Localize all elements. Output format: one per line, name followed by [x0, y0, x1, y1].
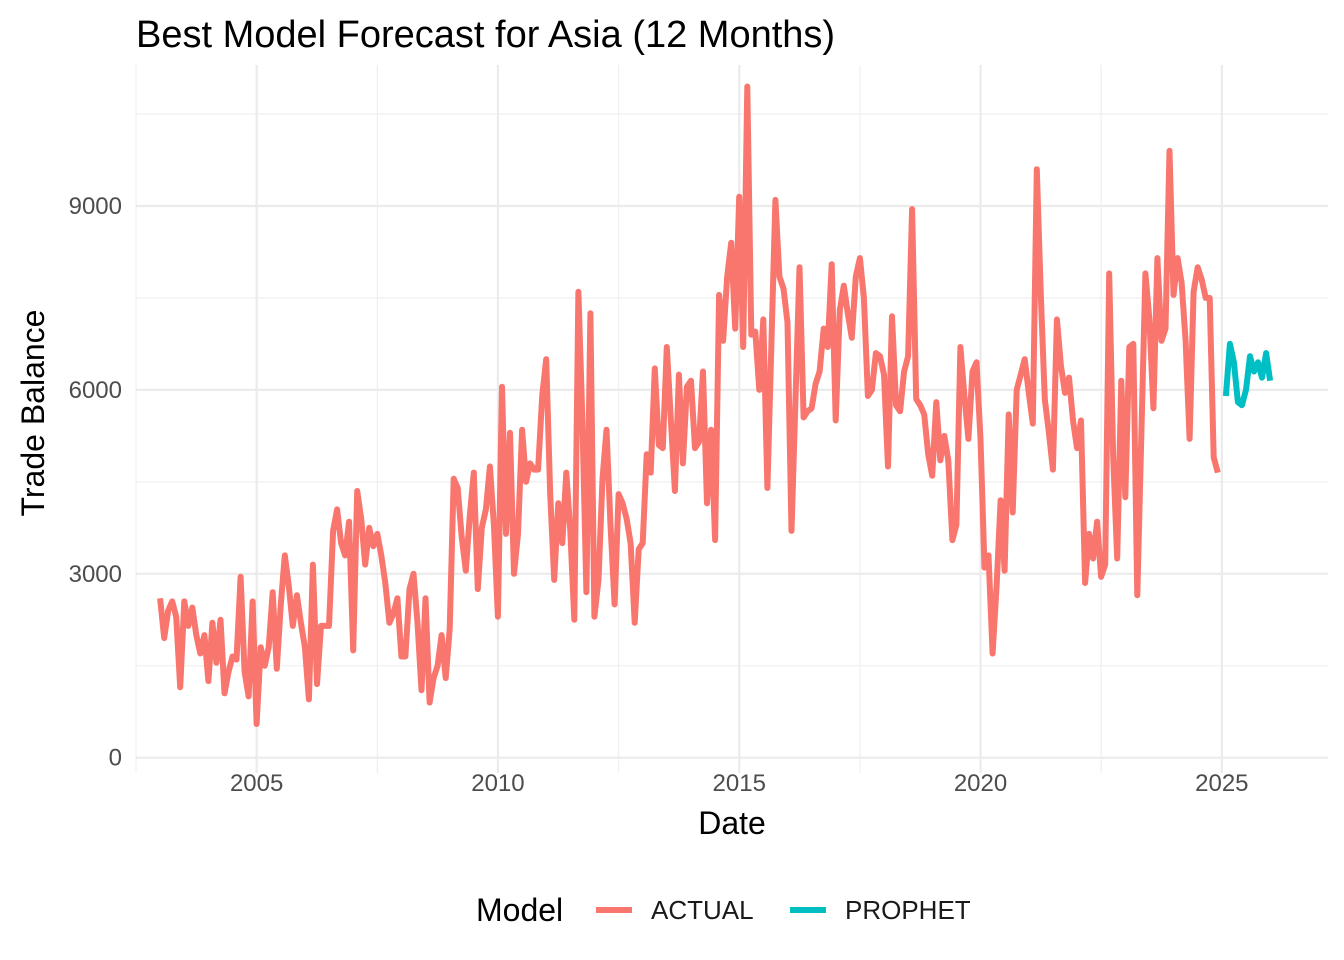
x-tick-label: 2015 — [713, 770, 766, 797]
y-tick-label: 0 — [109, 745, 122, 772]
y-tick-label: 6000 — [69, 377, 122, 404]
x-tick-label: 2020 — [954, 770, 1007, 797]
series-line-prophet — [1222, 340, 1274, 409]
series-line-actual — [157, 83, 1221, 727]
x-axis-ticks: 2005 2010 2015 2020 2025 — [230, 770, 1249, 797]
legend-title: Model — [476, 892, 563, 928]
y-tick-label: 9000 — [69, 193, 122, 220]
legend: Model ACTUAL PROPHET — [476, 892, 971, 928]
y-axis-ticks: 0 3000 6000 9000 — [69, 193, 122, 772]
y-axis-title: Trade Balance — [15, 310, 51, 517]
x-axis-title: Date — [698, 805, 766, 841]
chart-title: Best Model Forecast for Asia (12 Months) — [136, 14, 835, 56]
x-tick-label: 2005 — [230, 770, 283, 797]
y-tick-label: 3000 — [69, 561, 122, 588]
x-tick-label: 2010 — [471, 770, 524, 797]
legend-label-actual: ACTUAL — [651, 895, 754, 925]
series-group — [157, 83, 1274, 727]
legend-label-prophet: PROPHET — [845, 895, 971, 925]
x-tick-label: 2025 — [1195, 770, 1248, 797]
